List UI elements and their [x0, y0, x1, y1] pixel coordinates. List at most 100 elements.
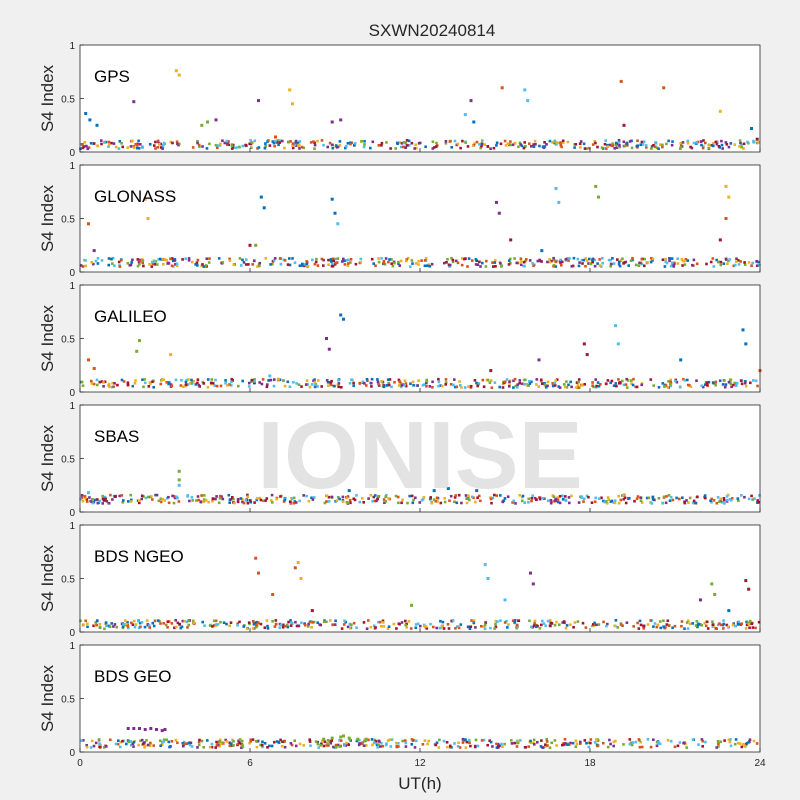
baseline-point: [148, 263, 151, 266]
baseline-point: [499, 262, 502, 265]
baseline-point: [165, 738, 168, 742]
baseline-point: [725, 258, 728, 261]
baseline-point: [574, 143, 578, 146]
baseline-point: [540, 623, 543, 627]
baseline-point: [178, 142, 181, 146]
baseline-point: [567, 259, 570, 262]
baseline-point: [294, 141, 297, 144]
baseline-point: [600, 265, 603, 268]
data-point: [149, 727, 153, 730]
baseline-point: [528, 259, 532, 262]
baseline-point: [276, 139, 280, 142]
baseline-point: [565, 380, 568, 383]
baseline-point: [320, 385, 323, 388]
baseline-point: [733, 742, 737, 746]
baseline-point: [430, 262, 434, 266]
data-point: [622, 123, 626, 127]
baseline-point: [338, 745, 342, 748]
baseline-point: [376, 380, 380, 384]
baseline-point: [747, 261, 751, 264]
baseline-point: [173, 259, 177, 262]
baseline-point: [377, 743, 380, 746]
baseline-point: [478, 260, 481, 264]
baseline-point: [536, 741, 539, 744]
series-4: [200, 120, 209, 127]
baseline-point: [680, 624, 683, 628]
baseline-point: [331, 143, 334, 147]
baseline-point: [651, 257, 655, 261]
baseline-point: [264, 257, 268, 260]
baseline-point: [96, 262, 100, 265]
baseline-point: [712, 265, 716, 268]
baseline-point: [520, 260, 523, 263]
x-axis-group: 0 6 12 18 24: [77, 758, 766, 769]
baseline-point: [429, 622, 432, 626]
baseline-point: [561, 743, 564, 747]
baseline-point: [531, 494, 534, 497]
baseline-point: [265, 497, 269, 500]
y-axis-label: S4 Index: [38, 304, 57, 372]
baseline-point: [309, 744, 312, 747]
baseline-point: [553, 499, 557, 502]
baseline-point: [201, 263, 204, 266]
baseline-point: [214, 746, 217, 749]
baseline-point: [334, 257, 337, 261]
baseline-point: [488, 381, 492, 384]
baseline-point: [729, 744, 733, 748]
baseline-point: [695, 379, 698, 382]
baseline-point: [190, 496, 194, 499]
baseline-point: [608, 738, 611, 742]
data-point: [744, 579, 748, 583]
baseline-point: [663, 265, 667, 268]
baseline-point: [685, 621, 689, 624]
baseline-point: [476, 263, 480, 266]
series-1: [254, 556, 297, 596]
baseline-point: [683, 259, 686, 263]
baseline-point: [253, 380, 256, 383]
baseline-point: [635, 385, 639, 389]
baseline-point: [585, 494, 589, 498]
baseline-point: [477, 494, 481, 498]
baseline-point: [174, 738, 178, 742]
series-1: [274, 79, 666, 139]
baseline-point: [118, 494, 121, 498]
baseline-point: [527, 745, 530, 748]
baseline-point: [358, 738, 361, 742]
baseline-point: [253, 378, 256, 381]
baseline-cloud: [79, 493, 761, 505]
baseline-point: [602, 620, 605, 624]
data-point: [432, 489, 436, 493]
baseline-point: [139, 739, 142, 743]
baseline-point: [751, 261, 754, 265]
baseline-point: [577, 264, 581, 268]
baseline-point: [413, 147, 416, 150]
baseline-point: [596, 145, 599, 149]
baseline-point: [129, 493, 132, 497]
baseline-point: [595, 738, 598, 741]
series-3: [92, 200, 501, 253]
data-point: [339, 735, 343, 739]
baseline-point: [282, 379, 285, 382]
baseline-point: [483, 627, 487, 630]
baseline-point: [306, 625, 310, 628]
baseline-point: [265, 619, 269, 622]
baseline-point: [617, 501, 621, 505]
baseline-point: [725, 623, 729, 627]
data-point: [138, 339, 141, 343]
baseline-point: [311, 258, 314, 262]
baseline-point: [138, 621, 142, 625]
baseline-point: [466, 497, 469, 500]
data-point: [214, 118, 218, 122]
baseline-point: [575, 742, 579, 746]
baseline-point: [330, 495, 334, 499]
baseline-point: [444, 142, 448, 145]
baseline-point: [458, 380, 461, 383]
series-0: [727, 609, 731, 613]
baseline-point: [553, 384, 557, 387]
baseline-point: [305, 379, 309, 382]
baseline-point: [347, 258, 350, 262]
baseline-point: [445, 741, 449, 744]
baseline-point: [312, 379, 315, 383]
baseline-point: [109, 493, 112, 497]
